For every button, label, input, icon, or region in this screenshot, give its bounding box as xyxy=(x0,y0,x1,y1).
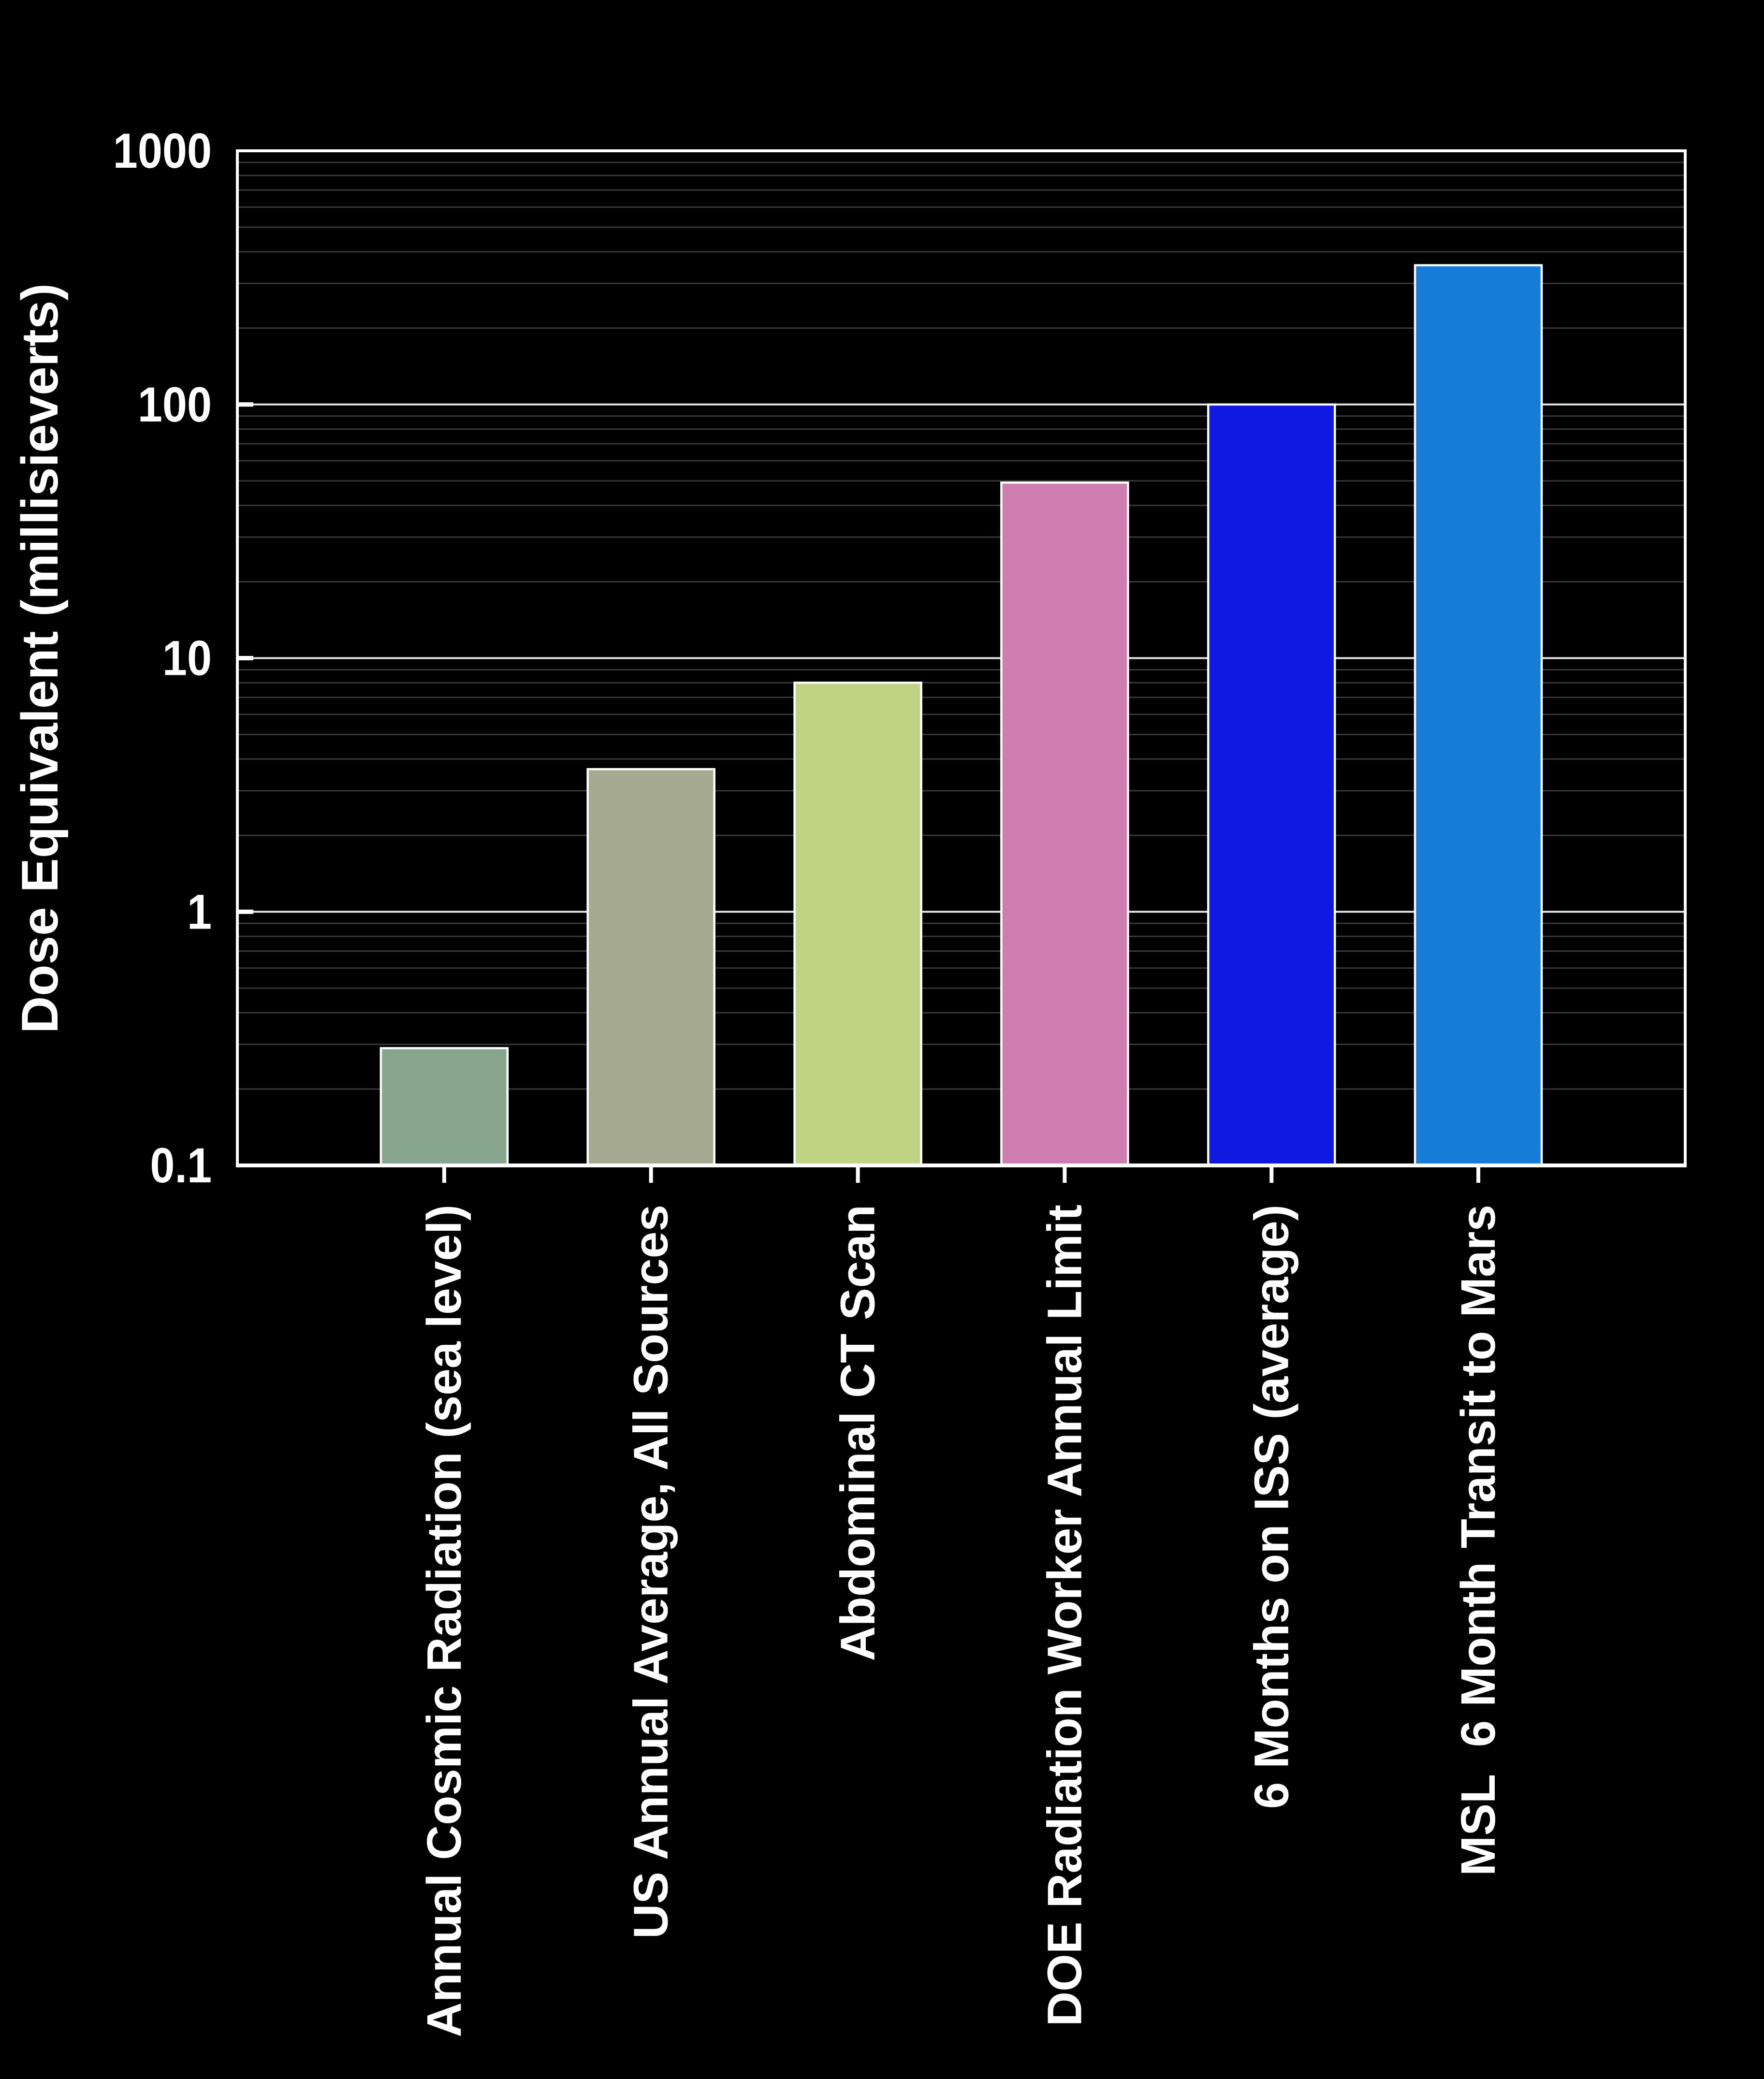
svg-text:MSL 6 Month Transit to Mars: MSL 6 Month Transit to Mars xyxy=(1451,1205,1505,1876)
svg-text:1000: 1000 xyxy=(113,123,212,179)
svg-text:US Annual Average, All Sources: US Annual Average, All Sources xyxy=(624,1205,678,1939)
svg-text:Abdominal CT Scan: Abdominal CT Scan xyxy=(831,1205,885,1661)
svg-text:0.1: 0.1 xyxy=(150,1138,212,1193)
svg-text:6 Months on ISS (average): 6 Months on ISS (average) xyxy=(1244,1205,1298,1809)
svg-text:100: 100 xyxy=(138,377,212,433)
svg-text:1: 1 xyxy=(187,884,212,940)
svg-text:10: 10 xyxy=(162,630,212,686)
svg-text:Annual Cosmic Radiation (sea l: Annual Cosmic Radiation (sea level) xyxy=(417,1205,471,2037)
svg-text:Dose Equivalent (millisieverts: Dose Equivalent (millisieverts) xyxy=(11,283,69,1033)
svg-text:DOE Radiation Worker Annual Li: DOE Radiation Worker Annual Limit xyxy=(1037,1205,1092,2026)
